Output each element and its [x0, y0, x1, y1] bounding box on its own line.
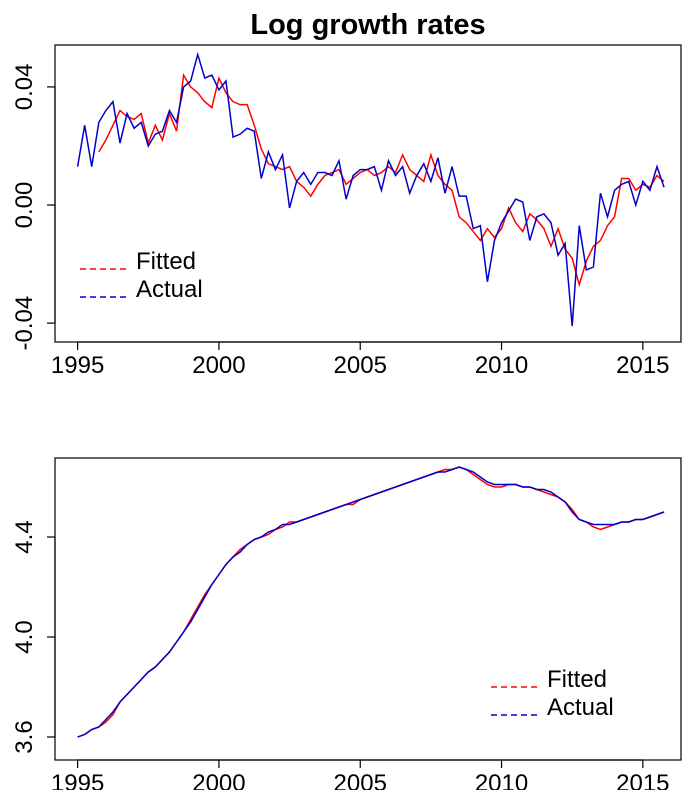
x-tick-label: 2015 — [616, 770, 669, 790]
series-line — [98, 72, 665, 288]
legend-label: Fitted — [136, 248, 196, 275]
y-tick-label: 4.4 — [11, 520, 38, 553]
x-tick-label: 2005 — [334, 352, 387, 379]
chart-title: Log growth rates — [250, 9, 485, 41]
legend-label: Actual — [547, 694, 614, 721]
legend-label: Fitted — [547, 666, 607, 693]
y-tick-label: 3.6 — [11, 720, 38, 753]
x-tick-label: 2000 — [192, 770, 245, 790]
series-line — [77, 466, 665, 738]
x-tick-label: 2005 — [334, 770, 387, 790]
x-tick-label: 2010 — [475, 770, 528, 790]
y-tick-label: 0.04 — [11, 64, 38, 111]
x-tick-label: 2000 — [192, 352, 245, 379]
y-tick-label: 0.00 — [11, 182, 38, 229]
series-line — [76, 51, 665, 327]
legend-label: Actual — [136, 276, 203, 303]
y-tick-label: -0.04 — [11, 296, 38, 351]
y-tick-label: 4.0 — [11, 620, 38, 653]
x-tick-label: 2010 — [475, 352, 528, 379]
x-tick-label: 2015 — [616, 352, 669, 379]
x-tick-label: 1995 — [51, 352, 104, 379]
x-tick-label: 1995 — [51, 770, 104, 790]
